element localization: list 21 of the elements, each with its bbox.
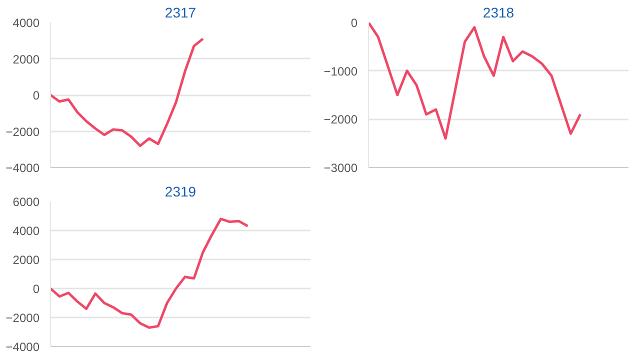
line-series [368, 22, 582, 140]
y-tick-label: 0 [32, 88, 40, 102]
line-series [50, 218, 249, 329]
y-tick-label: 4000 [12, 16, 40, 30]
chart-title: 2317 [164, 4, 196, 20]
y-tick-label: −4000 [6, 340, 40, 354]
y-tick-label: 0 [32, 282, 40, 296]
y-tick-label: −2000 [6, 124, 40, 139]
y-tick-label: −1000 [324, 64, 358, 78]
y-tick-label: 0 [350, 16, 358, 30]
y-tick-label: −4000 [6, 161, 40, 175]
y-tick-label: −3000 [324, 161, 358, 175]
y-tick-label: −2000 [324, 112, 358, 127]
y-tick-label: 6000 [12, 195, 40, 209]
chart-title: 2318 [482, 4, 514, 20]
y-tick-label: −2000 [6, 311, 40, 325]
y-tick-label: 2000 [12, 52, 40, 66]
y-tick-label: 2000 [12, 253, 40, 267]
chart-title: 2319 [164, 184, 196, 200]
line-series [50, 38, 204, 147]
y-tick-label: 4000 [12, 224, 40, 238]
